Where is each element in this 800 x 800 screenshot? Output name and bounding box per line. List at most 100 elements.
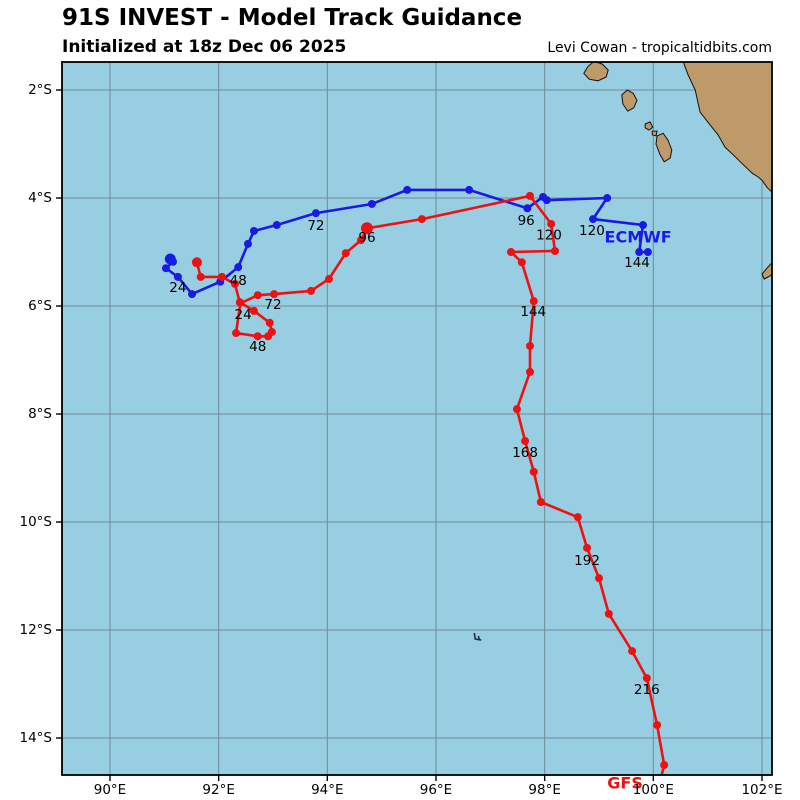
gfs-hour-label-24: 24 — [235, 307, 252, 323]
ecmwf-forecast-point — [161, 264, 170, 273]
ecmwf-hour-label-144: 144 — [624, 255, 650, 271]
gfs-forecast-point — [573, 513, 582, 522]
gfs-forecast-point — [506, 248, 515, 257]
ecmwf-forecast-point — [249, 226, 258, 235]
gfs-model-label: GFS — [607, 773, 643, 792]
gfs-forecast-point — [512, 405, 521, 414]
x-tick-label: 102°E — [741, 782, 782, 798]
gfs-forecast-point — [307, 286, 316, 295]
ecmwf-forecast-point — [367, 199, 376, 208]
gfs-forecast-point — [360, 222, 373, 235]
ecmwf-forecast-point — [311, 209, 320, 218]
gfs-hour-label-72: 72 — [264, 297, 281, 313]
gfs-forecast-point — [525, 341, 534, 350]
ecmwf-hour-label-24: 24 — [169, 280, 186, 296]
gfs-forecast-point — [642, 674, 651, 683]
gfs-hour-label-96: 96 — [358, 230, 375, 246]
y-tick-label: 2°S — [28, 82, 52, 98]
land-batu_1 — [644, 121, 654, 131]
gfs-hour-label-192: 192 — [574, 553, 600, 569]
x-tick-label: 94°E — [311, 782, 343, 798]
x-tick-label: 98°E — [528, 782, 560, 798]
init-time-label: Initialized at 18z Dec 06 2025 — [62, 37, 347, 57]
gfs-forecast-point — [536, 498, 545, 507]
gfs-forecast-point — [230, 279, 239, 288]
gfs-forecast-point — [253, 291, 262, 300]
gfs-forecast-point — [547, 219, 556, 228]
gfs-forecast-point — [525, 367, 534, 376]
x-tick-label: 92°E — [202, 782, 234, 798]
y-tick-label: 12°S — [20, 622, 53, 638]
ecmwf-forecast-point — [603, 194, 612, 203]
gfs-forecast-point — [341, 249, 350, 258]
ecmwf-forecast-point — [643, 248, 652, 257]
ocean-background — [62, 62, 772, 775]
land-simeulue — [583, 62, 609, 82]
gfs-forecast-point — [217, 272, 226, 281]
ecmwf-forecast-point — [403, 185, 412, 194]
gfs-forecast-point — [264, 332, 273, 341]
land-coastal_islet — [761, 261, 772, 280]
ecmwf-forecast-point — [542, 196, 551, 205]
x-tick-label: 96°E — [420, 782, 452, 798]
gfs-forecast-point — [529, 297, 538, 306]
ecmwf-forecast-point — [465, 185, 474, 194]
gfs-forecast-point — [594, 574, 603, 583]
ecmwf-forecast-point — [169, 257, 178, 266]
gfs-forecast-point — [653, 721, 662, 730]
gfs-forecast-point — [270, 290, 279, 299]
y-tick-label: 8°S — [28, 406, 52, 422]
ecmwf-forecast-point — [173, 272, 182, 281]
gfs-forecast-point — [265, 318, 274, 327]
plot-border — [61, 61, 773, 776]
ecmwf-model-label: ECMWF — [605, 227, 672, 246]
land-batu_2 — [651, 130, 658, 137]
gfs-forecast-point — [253, 332, 262, 341]
ecmwf-hour-label-72: 72 — [307, 218, 324, 234]
figure-title: 91S INVEST - Model Track Guidance — [62, 5, 523, 31]
gfs-forecast-point — [583, 543, 592, 552]
ecmwf-hour-label-120: 120 — [579, 223, 605, 239]
ecmwf-forecast-point — [234, 263, 243, 272]
gfs-forecast-point — [235, 298, 244, 307]
gfs-forecast-point — [417, 215, 426, 224]
gfs-forecast-point — [628, 647, 637, 656]
ecmwf-forecast-point — [272, 221, 281, 230]
landmasses — [473, 62, 772, 641]
gfs-forecast-point — [517, 258, 526, 267]
gfs-hour-label-120: 120 — [536, 227, 562, 243]
gfs-forecast-point — [324, 275, 333, 284]
gfs-hour-label-216: 216 — [634, 682, 660, 698]
gfs-forecast-point — [660, 761, 669, 770]
gfs-hour-label-168: 168 — [512, 445, 538, 461]
ecmwf-forecast-point — [188, 290, 197, 299]
y-tick-label: 10°S — [20, 514, 53, 530]
ecmwf-forecast-point — [523, 204, 532, 213]
y-tick-label: 14°S — [20, 730, 53, 746]
gfs-hour-label-48: 48 — [249, 339, 266, 355]
gfs-forecast-point — [357, 236, 366, 245]
credit-label: Levi Cowan - tropicaltidbits.com — [547, 40, 772, 56]
land-nias — [621, 89, 638, 112]
gfs-forecast-point — [604, 609, 613, 618]
model-tracks — [161, 185, 669, 775]
ecmwf-forecast-point — [589, 215, 598, 224]
land-siberut — [655, 132, 673, 163]
gfs-forecast-point — [191, 257, 202, 268]
x-tick-label: 100°E — [633, 782, 674, 798]
ecmwf-forecast-point — [635, 248, 644, 257]
ecmwf-track-line — [164, 188, 648, 296]
y-tick-label: 4°S — [28, 190, 52, 206]
gfs-forecast-point — [249, 306, 258, 315]
cocos-island-mark — [473, 632, 482, 641]
ecmwf-forecast-point — [243, 239, 252, 248]
ecmwf-track — [161, 185, 652, 299]
x-tick-label: 90°E — [94, 782, 126, 798]
ecmwf-hour-label-96: 96 — [518, 213, 535, 229]
axes: 90°E 92°E 94°E 96°E 98°E 100°E 102°E 2°S 4°S 6°S 8… — [20, 82, 783, 798]
gfs-track — [191, 191, 669, 775]
gfs-forecast-point — [550, 246, 559, 255]
y-tick-label: 6°S — [28, 298, 52, 314]
